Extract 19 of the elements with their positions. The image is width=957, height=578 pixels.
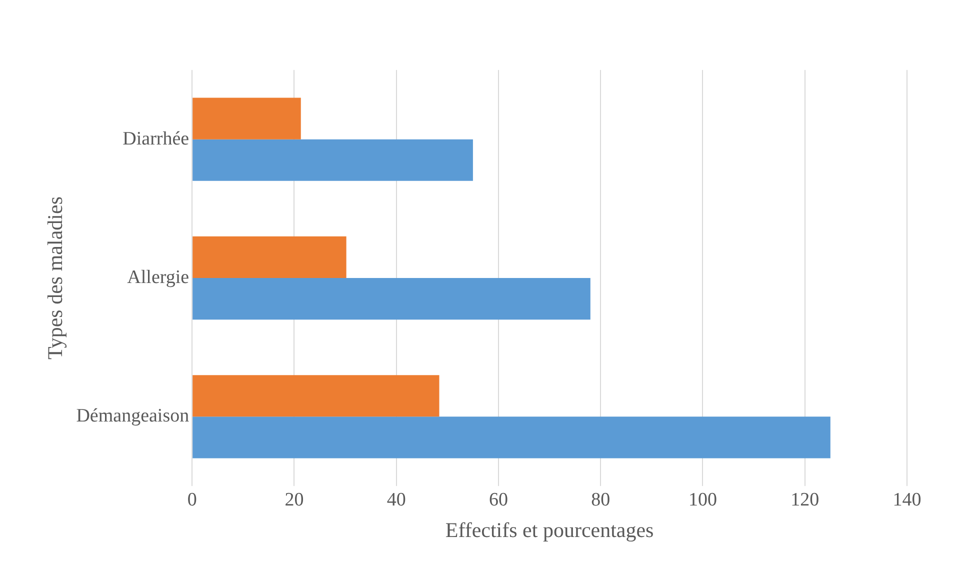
y-tick-label: Allergie bbox=[127, 266, 190, 288]
y-tick-label: Diarrhée bbox=[122, 128, 190, 150]
x-tick-label: 120 bbox=[790, 489, 820, 510]
x-tick-label: 20 bbox=[284, 489, 304, 510]
x-axis-title: Effectifs et pourcentages bbox=[445, 518, 654, 542]
x-tick-label: 100 bbox=[688, 489, 717, 510]
x-tick-label: 140 bbox=[892, 489, 922, 510]
x-tick-label: 0 bbox=[187, 489, 197, 510]
x-tick-label: 60 bbox=[488, 489, 508, 510]
bar bbox=[192, 375, 440, 417]
x-tick-label: 80 bbox=[591, 489, 610, 510]
x-tick-label: 40 bbox=[386, 489, 406, 510]
bar bbox=[192, 416, 830, 458]
y-tick-label: Démangeaison bbox=[76, 406, 190, 427]
bar bbox=[192, 98, 301, 140]
bar bbox=[192, 278, 590, 320]
y-axis-title: Types des maladies bbox=[43, 196, 68, 360]
bar bbox=[192, 139, 473, 181]
bar bbox=[192, 236, 346, 278]
